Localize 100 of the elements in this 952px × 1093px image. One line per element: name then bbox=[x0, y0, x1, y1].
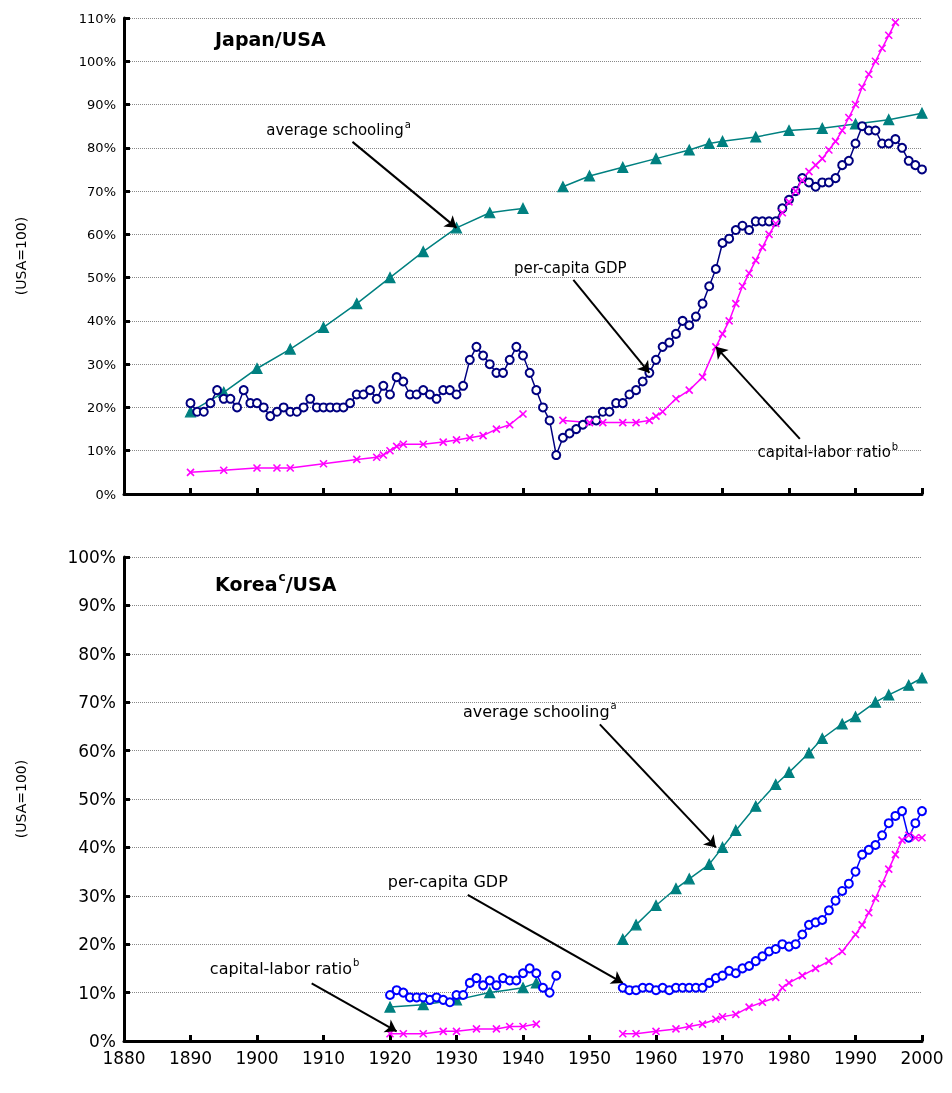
point bbox=[738, 281, 747, 291]
y-tick-label: 100% bbox=[78, 53, 116, 69]
point bbox=[558, 416, 568, 425]
y-tick-label: 90% bbox=[78, 595, 116, 616]
point bbox=[758, 243, 767, 252]
point bbox=[399, 1029, 408, 1039]
y-tick-label: 30% bbox=[87, 356, 116, 372]
point bbox=[703, 858, 715, 870]
point bbox=[351, 298, 363, 310]
point bbox=[598, 418, 608, 427]
point bbox=[684, 385, 694, 395]
point bbox=[698, 372, 707, 382]
point bbox=[758, 997, 767, 1007]
point bbox=[319, 459, 328, 469]
y-tick-label: 20% bbox=[78, 934, 116, 955]
point bbox=[379, 450, 388, 460]
y-tick-label: 80% bbox=[87, 140, 116, 156]
y-tick-label: 30% bbox=[78, 885, 116, 906]
point bbox=[252, 463, 262, 473]
point bbox=[418, 439, 428, 449]
point bbox=[492, 1024, 501, 1034]
point bbox=[778, 208, 787, 218]
point bbox=[651, 1027, 661, 1036]
point bbox=[783, 124, 795, 137]
point bbox=[645, 416, 654, 425]
x-tick-label: 1980 bbox=[767, 1047, 811, 1068]
point bbox=[186, 468, 195, 477]
point bbox=[651, 411, 661, 421]
point bbox=[724, 316, 734, 326]
point bbox=[650, 153, 662, 165]
point bbox=[631, 1029, 641, 1039]
point bbox=[744, 1002, 754, 1012]
point bbox=[484, 987, 496, 999]
point bbox=[778, 983, 787, 993]
point bbox=[864, 908, 874, 918]
y-tick-label: 20% bbox=[87, 399, 116, 415]
point bbox=[272, 463, 282, 473]
y-tick-label: 100% bbox=[67, 547, 116, 567]
point bbox=[857, 920, 867, 930]
x-tick-label: 1930 bbox=[434, 1047, 479, 1068]
point bbox=[617, 933, 629, 945]
point bbox=[837, 947, 847, 956]
point bbox=[671, 1024, 681, 1034]
point bbox=[465, 433, 475, 443]
point bbox=[817, 154, 827, 163]
point bbox=[836, 718, 848, 730]
text: Japan/USA bbox=[213, 27, 326, 50]
point bbox=[917, 833, 927, 843]
point bbox=[384, 272, 396, 284]
point bbox=[730, 824, 742, 837]
point bbox=[916, 672, 928, 684]
y-tick-label: 50% bbox=[78, 789, 116, 809]
point bbox=[631, 418, 641, 427]
point bbox=[851, 930, 860, 939]
point bbox=[731, 1010, 741, 1019]
point bbox=[811, 160, 820, 170]
x-tick-label: 1900 bbox=[235, 1047, 279, 1068]
point bbox=[703, 137, 715, 150]
point bbox=[517, 982, 529, 994]
point bbox=[372, 452, 381, 462]
point bbox=[897, 835, 907, 845]
y-tick-label: 10% bbox=[78, 982, 116, 1003]
point bbox=[618, 418, 628, 427]
point bbox=[891, 18, 900, 27]
point bbox=[916, 107, 928, 119]
point bbox=[505, 1022, 514, 1031]
point bbox=[891, 850, 900, 859]
point bbox=[557, 181, 569, 193]
point bbox=[803, 747, 815, 759]
point bbox=[670, 882, 682, 895]
point bbox=[864, 69, 874, 79]
point bbox=[718, 1012, 727, 1022]
point bbox=[871, 56, 880, 66]
y-tick-label: 90% bbox=[87, 97, 116, 113]
point bbox=[518, 409, 528, 419]
point bbox=[877, 43, 887, 53]
point bbox=[698, 1019, 707, 1029]
point bbox=[472, 1024, 481, 1034]
point bbox=[824, 145, 834, 155]
point bbox=[831, 137, 840, 146]
point bbox=[650, 899, 662, 912]
y-tick-label: 70% bbox=[87, 183, 116, 199]
point bbox=[438, 437, 448, 447]
point bbox=[903, 679, 915, 691]
point bbox=[452, 1027, 461, 1036]
point bbox=[750, 800, 762, 812]
point bbox=[532, 1019, 541, 1029]
point bbox=[837, 126, 847, 135]
point bbox=[770, 778, 782, 791]
y-axis-title: (USA=100) bbox=[13, 759, 29, 839]
point bbox=[683, 144, 695, 156]
point bbox=[684, 1022, 694, 1031]
point bbox=[844, 113, 854, 122]
y-tick-label: 40% bbox=[87, 313, 116, 329]
point bbox=[484, 207, 496, 219]
y-tick-label: 80% bbox=[78, 643, 116, 664]
y-axis-title: (USA=100) bbox=[13, 216, 29, 296]
x-tick-label: 1950 bbox=[567, 1047, 612, 1068]
point bbox=[352, 455, 362, 464]
point bbox=[877, 879, 887, 888]
